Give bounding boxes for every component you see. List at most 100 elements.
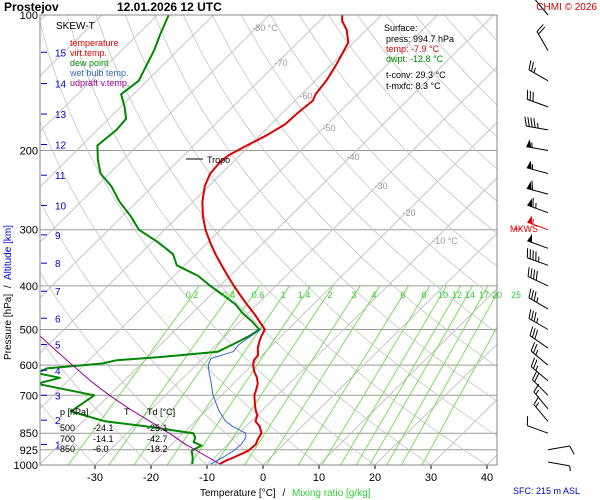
mixing-ratio-line	[108, 285, 237, 465]
wind-barb	[526, 89, 549, 108]
isotherm-line	[374, 343, 497, 465]
wind-barb	[527, 233, 549, 249]
surface-tconv: t-conv: 29.3 °C	[386, 70, 446, 80]
dry-adiabat	[531, 15, 600, 465]
dry-adiabat	[66, 15, 432, 465]
wind-barb	[526, 160, 549, 174]
isotherm-label: -20	[402, 208, 415, 218]
wind-barb	[533, 0, 549, 16]
pressure-tick-label: 1000	[14, 460, 38, 472]
wind-barb	[533, 396, 549, 422]
date-time: 12.01.2026 12 UTC	[117, 0, 222, 14]
dry-adiabat	[269, 15, 497, 267]
dry-adiabat	[298, 15, 497, 235]
mixing-ratio-label: 8	[421, 290, 426, 300]
table-cell: 500	[60, 423, 75, 433]
mixing-ratio-line	[214, 285, 334, 465]
temp-tick-label: 10	[313, 472, 325, 484]
temp-tick-label: 40	[481, 472, 493, 484]
table-header-td: Td [°C]	[147, 407, 175, 417]
wind-barb	[531, 371, 549, 396]
legend: SKEW-T temperature virt.temp. dew point …	[56, 21, 129, 88]
tropopause-label: Tropo	[207, 155, 230, 165]
mixing-ratio-label: 6	[400, 290, 405, 300]
isotherm-line	[262, 232, 497, 465]
table-cell: -18.2	[147, 444, 168, 454]
dry-adiabat	[40, 200, 264, 465]
dry-adiabat	[443, 15, 497, 74]
dry-adiabat	[40, 271, 208, 465]
isotherm-label: -50	[322, 123, 335, 133]
axes-layer: 0.2 0.4 0.6 1 1.4 2 3 4 6 8 10 12 14 17 20 25-80 °C-70-…	[14, 10, 521, 484]
plot-frame	[39, 14, 498, 466]
wind-barb	[536, 24, 549, 51]
dry-adiabat	[40, 402, 96, 465]
mixing-ratio-line	[340, 285, 447, 465]
altitude-tick-label: 7	[55, 287, 61, 298]
isotherm-line	[40, 15, 494, 465]
station-name: Prostejov	[4, 0, 59, 14]
temp-tick-label: 30	[425, 472, 437, 484]
wind-barb	[530, 357, 549, 382]
altitude-tick-label: 6	[55, 314, 61, 325]
legend-title: SKEW-T	[56, 21, 95, 32]
pressure-tick-label: 500	[20, 325, 38, 337]
y-axis-title: Pressure [hPa] / Altitude [km]	[3, 225, 14, 360]
wind-barb	[530, 342, 549, 366]
mixing-ratio-line	[421, 326, 497, 465]
wind-barb	[547, 445, 575, 455]
isotherm-label: -30	[374, 181, 387, 191]
series-udpraft-v-temp	[40, 335, 221, 465]
table-cell: 850	[60, 444, 75, 454]
surface-tmxfc: t-mxfc: 8.3 °C	[386, 81, 441, 91]
wind-barb	[547, 461, 571, 472]
altitude-tick-label: 8	[55, 259, 61, 270]
pressure-tick-label: 925	[20, 445, 38, 457]
wind-barb	[526, 180, 549, 195]
isotherm-line	[40, 15, 326, 299]
mixing-ratio-label: 25	[511, 290, 521, 300]
temp-tick-label: -10	[199, 472, 215, 484]
isotherm-label: -10 °C	[432, 236, 458, 246]
level-table: p [hPa] T Td [°C] 500 -24.1 -25.1 700 -1…	[60, 407, 175, 454]
mixing-ratio-line	[67, 285, 200, 465]
legend-dew-point: dew point	[70, 58, 109, 68]
x-axis-title-sep: /	[282, 488, 285, 499]
mixing-ratio-label: 1	[280, 290, 285, 300]
table-cell: -6.0	[93, 444, 109, 454]
y-axis-title-pressure: Pressure [hPa]	[3, 294, 14, 360]
wind-barb	[524, 116, 549, 131]
wind-barb	[528, 60, 549, 82]
mixing-ratio-label: 3	[351, 290, 356, 300]
y-axis-title-sep: /	[3, 285, 14, 288]
mixing-ratio-label: 1.4	[298, 290, 311, 300]
isotherm-line	[94, 66, 497, 465]
isotherm-label: -80 °C	[252, 23, 278, 33]
mixing-ratio-label: 10	[438, 290, 448, 300]
wind-barb	[533, 383, 549, 410]
pressure-tick-label: 700	[20, 390, 38, 402]
wind-barbs	[524, 0, 575, 472]
isotherm-line	[543, 15, 600, 465]
altitude-tick-label: 3	[55, 391, 61, 402]
x-axis-title-temp: Temperature [°C]	[200, 488, 276, 499]
series-temperature	[201, 15, 350, 465]
isotherm-label: -60	[299, 91, 312, 101]
mixing-ratio-line	[244, 285, 361, 465]
sfc-label: SFC: 215 m ASL	[513, 486, 580, 496]
pressure-tick-label: 300	[20, 225, 38, 237]
mixing-ratio-label: 17	[479, 290, 489, 300]
mixing-ratio-line	[266, 285, 381, 465]
table-cell: -42.7	[147, 434, 168, 444]
legend-temperature: temperature	[70, 38, 119, 48]
temp-tick-label: -20	[143, 472, 159, 484]
table-header-p: p [hPa]	[60, 407, 89, 417]
table-header-t: T	[124, 407, 130, 417]
dry-adiabat	[124, 15, 497, 437]
table-cell: -14.1	[93, 434, 114, 444]
wind-barb	[526, 416, 549, 434]
mixing-ratio-line	[369, 285, 474, 465]
surface-dwpt: dwpt: -12.8 °C	[386, 54, 444, 64]
wind-barb	[527, 215, 549, 231]
surface-title: Surface:	[384, 23, 418, 33]
